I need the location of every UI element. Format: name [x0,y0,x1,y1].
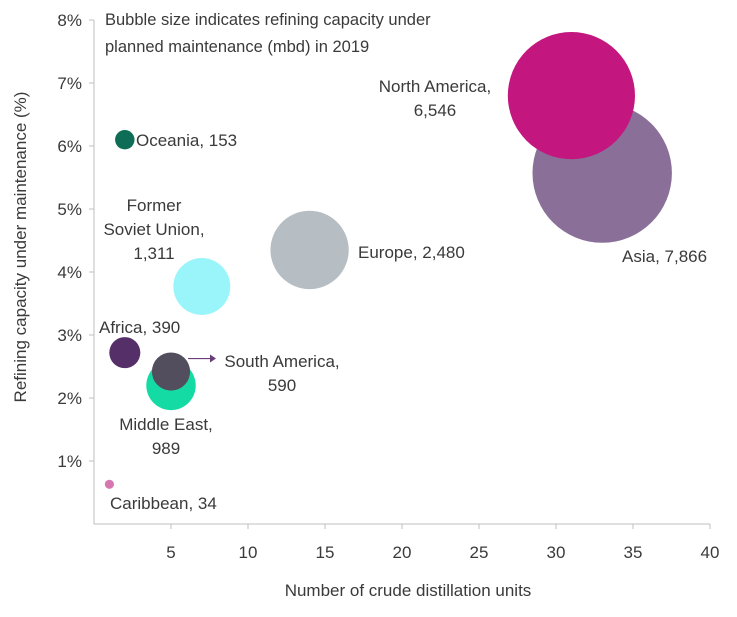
x-tick-label: 5 [166,543,175,562]
data-label-africa: Africa, 390 [99,318,180,337]
y-tick-label: 3% [57,326,82,345]
x-tick-label: 10 [239,543,258,562]
y-tick-label: 1% [57,452,82,471]
data-label-caribbean: Caribbean, 34 [110,494,217,513]
y-tick-label: 8% [57,11,82,30]
bubble-africa [109,337,141,369]
chart-title-line-1: Bubble size indicates refining capacity … [105,11,431,29]
data-label-asia: Asia, 7,866 [622,247,707,266]
x-tick-label: 30 [547,543,566,562]
x-tick-label: 25 [470,543,489,562]
x-tick-label: 35 [624,543,643,562]
data-label-oceania: Oceania, 153 [136,131,237,150]
south-america-arrowhead [210,354,216,363]
data-label-north-america: North America, 6,546 [379,77,491,120]
bubble-south-america [151,352,191,391]
bubble-europe [270,210,349,290]
data-label-middle-east: Middle East, 989 [119,415,213,458]
bubble-oceania [115,129,135,150]
bubble-north-america [507,32,635,160]
x-tick-label: 20 [393,543,412,562]
y-axis-label: Refining capacity under maintenance (%) [11,92,30,403]
y-tick-label: 5% [57,200,82,219]
bubble-former-soviet-union [173,258,231,315]
chart-title-line-2: planned maintenance (mbd) in 2019 [105,38,369,56]
data-label-europe: Europe, 2,480 [358,243,465,262]
y-tick-label: 6% [57,137,82,156]
y-tick-label: 2% [57,389,82,408]
y-tick-label: 4% [57,263,82,282]
data-label-former-soviet-union: Former Soviet Union, 1,311 [103,196,204,263]
x-tick-label: 40 [701,543,720,562]
y-tick-label: 7% [57,74,82,93]
data-label-south-america: South America, 590 [224,352,339,395]
x-tick-label: 15 [316,543,335,562]
bubble-caribbean [104,479,114,489]
x-axis-label: Number of crude distillation units [285,581,532,600]
